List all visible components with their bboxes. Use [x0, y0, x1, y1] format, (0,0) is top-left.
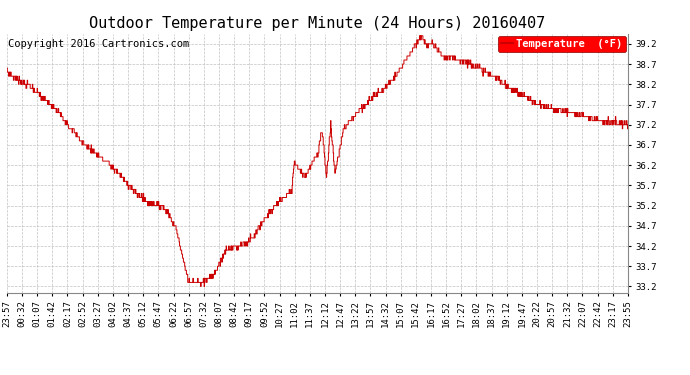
- Text: Copyright 2016 Cartronics.com: Copyright 2016 Cartronics.com: [8, 39, 189, 49]
- Legend: Temperature  (°F): Temperature (°F): [497, 36, 626, 52]
- Title: Outdoor Temperature per Minute (24 Hours) 20160407: Outdoor Temperature per Minute (24 Hours…: [89, 16, 546, 31]
